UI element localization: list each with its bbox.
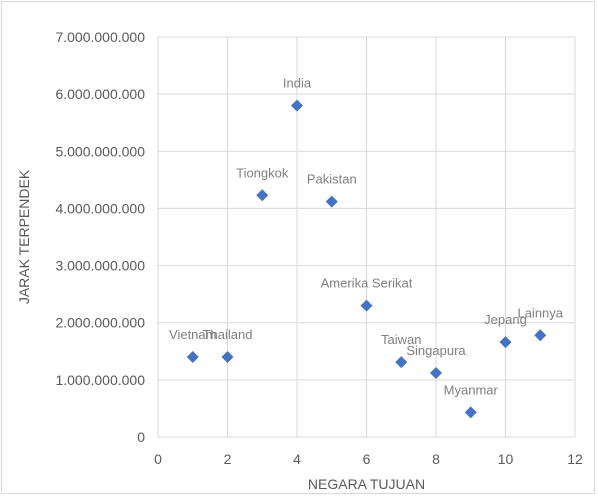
x-tick-label: 8: [432, 451, 440, 467]
data-point-label: Jepang: [484, 312, 527, 327]
y-tick-label: 3.000.000.000: [55, 258, 145, 274]
data-point-marker: [534, 329, 547, 342]
data-point-label: Thailand: [203, 327, 253, 342]
x-tick-label: 0: [154, 451, 162, 467]
data-point-marker: [221, 351, 234, 363]
data-point-label: Taiwan: [381, 332, 421, 347]
data-point-label: Singapura: [406, 343, 466, 358]
x-tick-label: 4: [293, 451, 301, 467]
data-point-marker: [325, 195, 338, 208]
data-point-marker: [256, 189, 269, 202]
y-tick-label: 1.000.000.000: [55, 372, 145, 388]
data-point-label: Lainnya: [517, 305, 563, 320]
data-point-label: Amerika Serikat: [321, 276, 413, 291]
y-tick-label: 4.000.000.000: [55, 200, 145, 216]
data-point-marker: [360, 299, 373, 312]
y-tick-label: 2.000.000.000: [55, 315, 145, 331]
data-point-label: Vietnam: [169, 327, 216, 342]
x-tick-label: 12: [567, 451, 583, 467]
data-point-label: India: [283, 76, 312, 91]
data-point-label: Pakistan: [307, 172, 357, 187]
grid-lines: [157, 36, 576, 438]
data-point-marker: [499, 336, 512, 349]
x-axis-title: NEGARA TUJUAN: [308, 476, 425, 492]
data-point-marker: [430, 367, 442, 379]
data-point-marker: [395, 356, 408, 369]
data-point-marker: [464, 406, 477, 419]
data-point-label: Myanmar: [444, 382, 499, 397]
x-tick-label: 2: [224, 451, 232, 467]
y-tick-label: 6.000.000.000: [55, 86, 145, 102]
data-point-label: Tiongkok: [236, 165, 289, 180]
data-point-marker: [291, 99, 303, 112]
y-tick-label: 7.000.000.000: [55, 29, 145, 45]
y-axis-title: JARAK TERPENDEK: [16, 169, 32, 304]
y-tick-label: 0: [137, 429, 145, 445]
data-point-marker: [186, 351, 199, 363]
y-tick-label: 5.000.000.000: [55, 143, 145, 159]
y-axis-ticks: 0 1.000.000.000 2.000.000.000 3.000.000.000…: [55, 29, 145, 445]
x-tick-label: 10: [498, 451, 514, 467]
x-axis-ticks: 0 2 4 6 8 10 12: [154, 451, 583, 467]
x-tick-label: 6: [363, 451, 371, 467]
data-points: [186, 99, 547, 419]
